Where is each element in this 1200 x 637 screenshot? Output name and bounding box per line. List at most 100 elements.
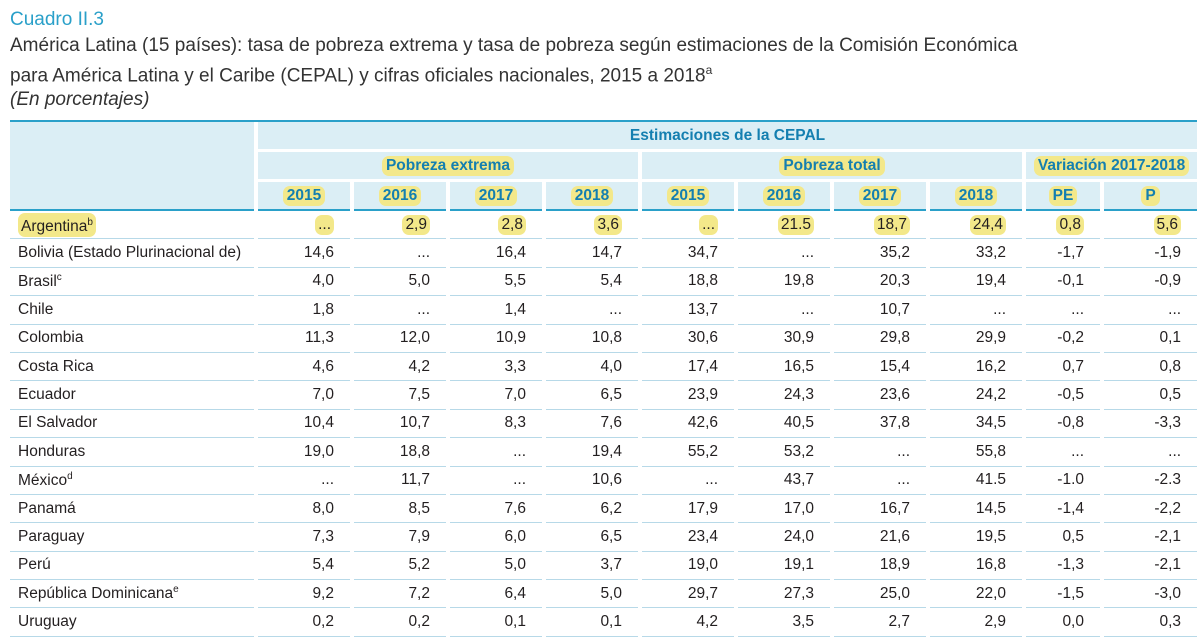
value-cell: 10,9 — [446, 324, 544, 353]
value-cell: ... — [830, 437, 928, 467]
title-line-2: para América Latina y el Caribe (CEPAL) … — [10, 65, 706, 87]
country-column-header — [10, 122, 256, 210]
value-cell: 4,2 — [638, 607, 736, 637]
value-cell: -1,4 — [1022, 494, 1102, 523]
value-cell: 29,7 — [638, 579, 736, 608]
value-cell: -2,2 — [1099, 494, 1198, 523]
value-cell: ... — [638, 466, 736, 495]
value-cell: ... — [734, 238, 832, 268]
value-cell: 34,7 — [638, 238, 736, 268]
value-cell: 7,6 — [542, 409, 640, 438]
value-cell: 19,4 — [542, 437, 640, 467]
value-cell: 5,6 — [1099, 210, 1198, 239]
country-cell: Méxicod — [10, 466, 256, 494]
value-cell: -0,8 — [1022, 409, 1102, 438]
value-cell: ... — [350, 238, 448, 268]
country-cell: República Dominicanae — [10, 580, 256, 608]
table-body: Argentinab... 2,9 2,8 3,6... 21.5 18,7 24,4 0,8… — [10, 210, 1198, 637]
column-header-1: 2016 — [350, 179, 448, 210]
value-cell: 35,2 — [830, 238, 928, 268]
value-cell: 0,7 — [1022, 352, 1102, 381]
table-row: Argentinab... 2,9 2,8 3,6... 21.5 18,7 24,4 0,8… — [10, 210, 1198, 239]
value-cell: 4,6 — [254, 352, 352, 381]
value-cell: -2,1 — [1099, 522, 1198, 552]
value-cell: 29,9 — [926, 324, 1024, 353]
value-cell: ... — [638, 210, 736, 239]
value-cell: 6,5 — [542, 380, 640, 410]
column-header-6: 2017 — [830, 179, 928, 210]
value-cell: 8,5 — [350, 494, 448, 523]
value-cell: 9,2 — [254, 579, 352, 608]
value-cell: -0,1 — [1022, 267, 1102, 296]
value-cell: 25,0 — [830, 579, 928, 608]
value-cell: 4,2 — [350, 352, 448, 381]
value-cell: -1,9 — [1099, 238, 1198, 268]
subheader-pobreza-total: Pobreza total — [638, 149, 1024, 181]
value-cell: 30,9 — [734, 324, 832, 353]
value-cell: 7,9 — [350, 522, 448, 552]
title-line-1: América Latina (15 países): tasa de pobr… — [10, 35, 1018, 56]
value-cell: 5,4 — [254, 551, 352, 580]
value-cell: ... — [830, 466, 928, 495]
value-cell: 19,0 — [638, 551, 736, 580]
column-header-5: 2016 — [734, 179, 832, 210]
country-cell: Colombia — [10, 324, 256, 352]
value-cell: 18,7 — [830, 210, 928, 239]
value-cell: -0,9 — [1099, 267, 1198, 296]
country-name: Ecuador — [18, 386, 76, 404]
value-cell: 41.5 — [926, 466, 1024, 495]
country-name: Brasilc — [18, 271, 62, 291]
value-cell: 30,6 — [638, 324, 736, 353]
value-cell: 0,5 — [1099, 380, 1198, 410]
country-name: República Dominicanae — [18, 584, 179, 603]
table-row: Honduras 19,0 18,8... 19,4 55,2 53,2... 55,8..… — [10, 437, 1198, 467]
country-name: Paraguay — [18, 527, 85, 545]
value-cell: 6,4 — [446, 579, 544, 608]
country-cell: Perú — [10, 551, 256, 579]
value-cell: 15,4 — [830, 352, 928, 381]
value-cell: 4,0 — [542, 352, 640, 381]
subheader-pobreza-extrema: Pobreza extrema — [254, 149, 640, 181]
country-cell: Bolivia (Estado Plurinacional de) — [10, 239, 256, 267]
footnote-marker: e — [173, 584, 179, 596]
value-cell: 12,0 — [350, 324, 448, 353]
value-cell: 23,9 — [638, 380, 736, 410]
country-cell: Honduras — [10, 438, 256, 466]
table-top-rule — [10, 120, 1197, 123]
value-cell: 0,8 — [1099, 352, 1198, 381]
value-cell: 5,0 — [446, 551, 544, 580]
value-cell: -1,3 — [1022, 551, 1102, 580]
value-cell: 7,2 — [350, 579, 448, 608]
table-row: Brasilc 4,0 5,0 5,5 5,4 18,8 19,8 20,3 19,4 -0,1-… — [10, 267, 1198, 296]
value-cell: 0,1 — [542, 607, 640, 637]
value-cell: 6,2 — [542, 494, 640, 523]
value-cell: 5,0 — [542, 579, 640, 608]
value-cell: 10,8 — [542, 324, 640, 353]
table-caption: Cuadro II.3 América Latina (15 países): … — [10, 8, 1195, 112]
country-cell: Ecuador — [10, 381, 256, 409]
value-cell: 20,3 — [830, 267, 928, 296]
country-name: Perú — [18, 556, 51, 574]
value-cell: 16,5 — [734, 352, 832, 381]
country-cell: Uruguay — [10, 608, 256, 636]
value-cell: 27,3 — [734, 579, 832, 608]
table-title: América Latina (15 países): tasa de pobr… — [10, 34, 1195, 88]
value-cell: 55,8 — [926, 437, 1024, 467]
country-cell: Argentinab — [10, 210, 256, 239]
value-cell: 5,5 — [446, 267, 544, 296]
value-cell: 7,0 — [254, 380, 352, 410]
country-name: Honduras — [18, 442, 86, 460]
table-row: Ecuador 7,0 7,5 7,0 6,5 23,9 24,3 23,6 24,2 -0,5 0… — [10, 380, 1198, 410]
value-cell: 0,2 — [254, 607, 352, 637]
value-cell: 2,9 — [926, 607, 1024, 637]
value-cell: 17,4 — [638, 352, 736, 381]
value-cell: 19,5 — [926, 522, 1024, 552]
value-cell: 19,0 — [254, 437, 352, 467]
value-cell: 16,2 — [926, 352, 1024, 381]
value-cell: 14,5 — [926, 494, 1024, 523]
value-cell: 23,6 — [830, 380, 928, 410]
value-cell: 0,5 — [1022, 522, 1102, 552]
value-cell: 10,7 — [350, 409, 448, 438]
table-row: Panamá 8,0 8,5 7,6 6,2 17,9 17,0 16,7 14,5 -1,4 -2… — [10, 494, 1198, 523]
value-cell: 11,3 — [254, 324, 352, 353]
